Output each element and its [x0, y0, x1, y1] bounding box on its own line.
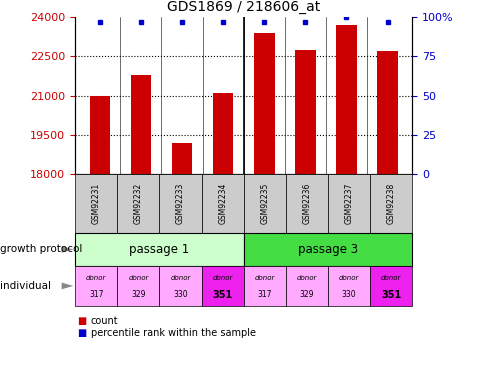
Text: GSM92234: GSM92234: [218, 183, 227, 224]
Text: 351: 351: [380, 290, 400, 300]
Polygon shape: [61, 283, 73, 290]
Text: growth protocol: growth protocol: [0, 244, 82, 254]
Text: 330: 330: [341, 290, 356, 299]
Text: ■: ■: [77, 316, 87, 326]
Text: count: count: [91, 316, 118, 326]
Text: GSM92235: GSM92235: [260, 183, 269, 224]
Text: donor: donor: [338, 275, 359, 281]
Bar: [335, 25, 356, 174]
Text: donor: donor: [212, 275, 232, 281]
Bar: [90, 96, 110, 174]
Text: 329: 329: [299, 290, 314, 299]
Text: donor: donor: [380, 275, 401, 281]
Text: individual: individual: [0, 281, 51, 291]
Text: percentile rank within the sample: percentile rank within the sample: [91, 328, 255, 338]
Bar: [377, 51, 397, 174]
Bar: [171, 143, 192, 174]
Text: ■: ■: [77, 328, 87, 338]
Title: GDS1869 / 218606_at: GDS1869 / 218606_at: [167, 0, 319, 15]
Text: 317: 317: [89, 290, 103, 299]
Text: donor: donor: [128, 275, 148, 281]
Text: 330: 330: [173, 290, 187, 299]
Text: donor: donor: [170, 275, 190, 281]
Text: GSM92236: GSM92236: [302, 183, 311, 224]
Text: 329: 329: [131, 290, 145, 299]
Text: 317: 317: [257, 290, 272, 299]
Bar: [294, 50, 315, 174]
Text: GSM92238: GSM92238: [386, 183, 395, 224]
Text: GSM92233: GSM92233: [176, 183, 184, 224]
Text: passage 1: passage 1: [129, 243, 189, 256]
Text: donor: donor: [254, 275, 274, 281]
Text: 351: 351: [212, 290, 232, 300]
Text: GSM92237: GSM92237: [344, 183, 353, 224]
Text: donor: donor: [296, 275, 317, 281]
Polygon shape: [61, 246, 73, 253]
Text: donor: donor: [86, 275, 106, 281]
Bar: [130, 75, 151, 174]
Bar: [254, 33, 274, 174]
Bar: [212, 93, 233, 174]
Text: passage 3: passage 3: [297, 243, 357, 256]
Text: GSM92231: GSM92231: [91, 183, 101, 224]
Text: GSM92232: GSM92232: [134, 183, 143, 224]
